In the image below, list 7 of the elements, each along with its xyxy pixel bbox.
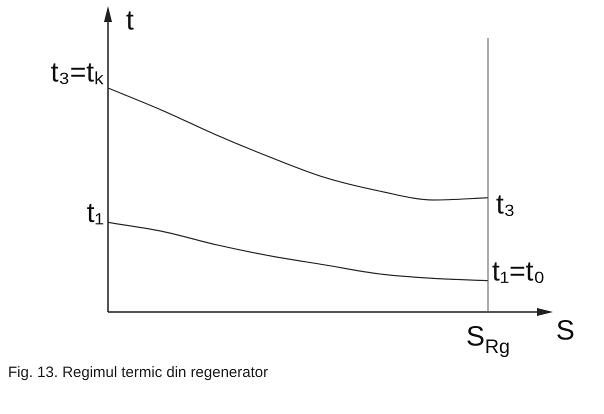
text: t₁ bbox=[86, 197, 104, 228]
y-axis-title: t bbox=[126, 4, 134, 36]
text: t₃=tₖ bbox=[50, 56, 104, 88]
annotation: t₃ bbox=[496, 188, 516, 220]
annotation: t₁=t₀ bbox=[492, 255, 545, 286]
x-axis-title: S bbox=[556, 314, 575, 346]
caption: Fig. 13. Regimul termic din regenerator bbox=[8, 364, 268, 381]
